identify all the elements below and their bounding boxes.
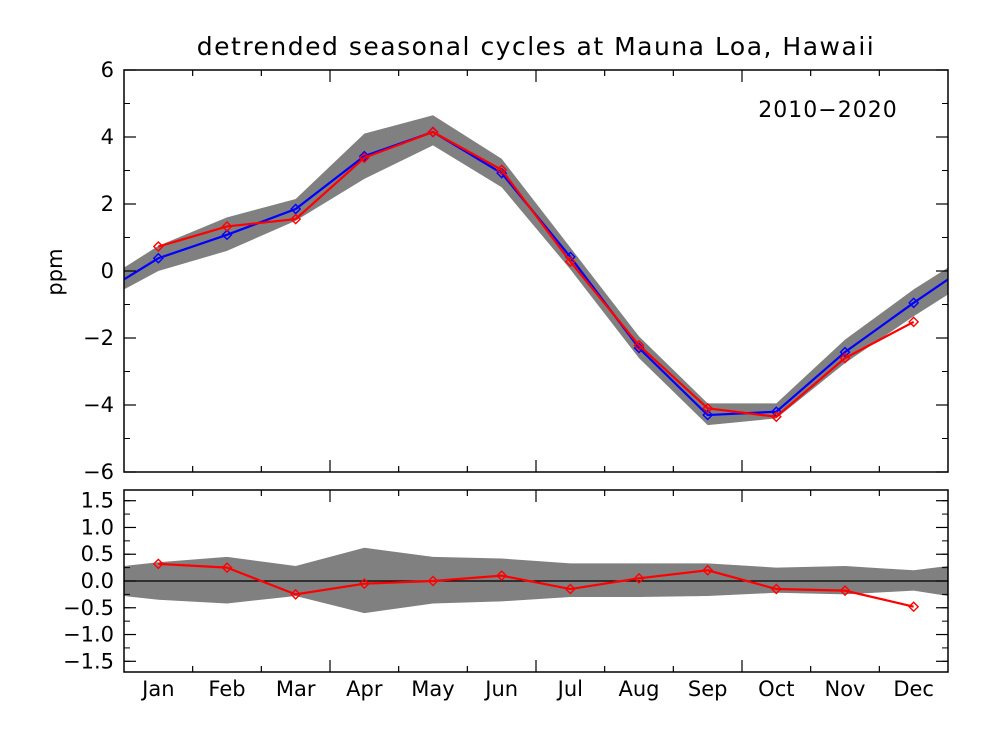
difference-point — [908, 601, 920, 613]
difference-point — [702, 564, 714, 576]
month-label: May — [411, 677, 454, 701]
current-cycle-point — [427, 126, 439, 138]
month-label: Nov — [825, 677, 866, 701]
bottom-ytick-label: 1.0 — [81, 515, 114, 539]
bottom-series-group — [152, 558, 920, 613]
top-ytick-label: 6 — [101, 58, 114, 82]
month-label: Apr — [346, 677, 383, 701]
bottom-axis-ticks: 1.51.0 0.5 0.0 −0.5 −1.0−1.5 Jan Feb Mar Apr May J… — [63, 489, 948, 701]
current-cycle-point — [358, 152, 370, 164]
current-cycle-line — [158, 130, 915, 418]
bottom-ytick-label: −1.5 — [63, 649, 114, 673]
mean-cycle-point — [290, 203, 302, 215]
top-ytick-label: 4 — [101, 125, 114, 149]
difference-line — [158, 562, 914, 608]
top-band-area — [124, 115, 948, 426]
top-axis-ticks: 6 4 2 0 −2 −4 −6 — [83, 58, 948, 484]
difference-point — [427, 575, 439, 587]
current-cycle-point — [908, 316, 920, 328]
top-ytick-label: −6 — [83, 460, 114, 484]
month-label: Aug — [618, 677, 659, 701]
month-label: Mar — [276, 677, 316, 701]
top-ytick-label: 0 — [101, 259, 114, 283]
mean-cycle-point — [152, 252, 164, 264]
difference-point — [496, 570, 508, 582]
month-label: Jul — [556, 677, 583, 701]
current-cycle-point — [152, 241, 164, 253]
bottom-ytick-label: 0.5 — [81, 542, 114, 566]
current-cycle-point — [839, 352, 851, 364]
bottom-ytick-label: −0.5 — [63, 596, 114, 620]
bottom-plot-frame — [123, 489, 949, 673]
bottom-ytick-label: −1.0 — [63, 623, 114, 647]
difference-point — [221, 562, 233, 574]
top-ytick-label: 2 — [101, 192, 114, 216]
mean-cycle-point — [358, 150, 370, 162]
bottom-ytick-label: 1.5 — [81, 489, 114, 513]
current-cycle-point — [770, 411, 782, 423]
difference-point — [633, 572, 645, 584]
top-ytick-label: −4 — [83, 393, 114, 417]
month-label: Jan — [140, 677, 174, 701]
top-ytick-label: −2 — [83, 326, 114, 350]
top-confidence-band — [124, 115, 948, 426]
top-series-group — [123, 126, 949, 423]
difference-point — [152, 558, 164, 570]
current-cycle-point — [564, 256, 576, 268]
current-cycle-point — [702, 402, 714, 414]
difference-point — [564, 583, 576, 595]
month-label: Jun — [483, 677, 518, 701]
mean-cycle-point — [839, 346, 851, 358]
difference-point — [290, 588, 302, 600]
y-axis-label: ppm — [43, 248, 67, 295]
month-label: Sep — [688, 677, 728, 701]
current-cycle-point — [633, 339, 645, 351]
top-plot-frame — [123, 69, 949, 473]
bottom-panel: 1.51.0 0.5 0.0 −0.5 −1.0−1.5 Jan Feb Mar Apr May J… — [63, 489, 949, 701]
current-cycle-point — [290, 213, 302, 225]
top-panel: 6 4 2 0 −2 −4 −6 2010−2020 ppm — [43, 58, 949, 484]
current-cycle-point — [221, 220, 233, 232]
difference-point — [770, 583, 782, 595]
month-label: Dec — [893, 677, 934, 701]
month-label: Oct — [758, 677, 794, 701]
period-annotation: 2010−2020 — [758, 98, 897, 123]
chart-title: detrended seasonal cycles at Mauna Loa, … — [197, 32, 875, 61]
difference-point — [839, 585, 851, 597]
month-label: Feb — [208, 677, 245, 701]
current-cycle-point — [496, 164, 508, 176]
difference-point — [358, 578, 370, 590]
mean-cycle-point — [908, 297, 920, 309]
mean-cycle-point — [221, 229, 233, 241]
bottom-ytick-label: 0.0 — [81, 569, 114, 593]
mean-cycle-point — [702, 409, 714, 421]
